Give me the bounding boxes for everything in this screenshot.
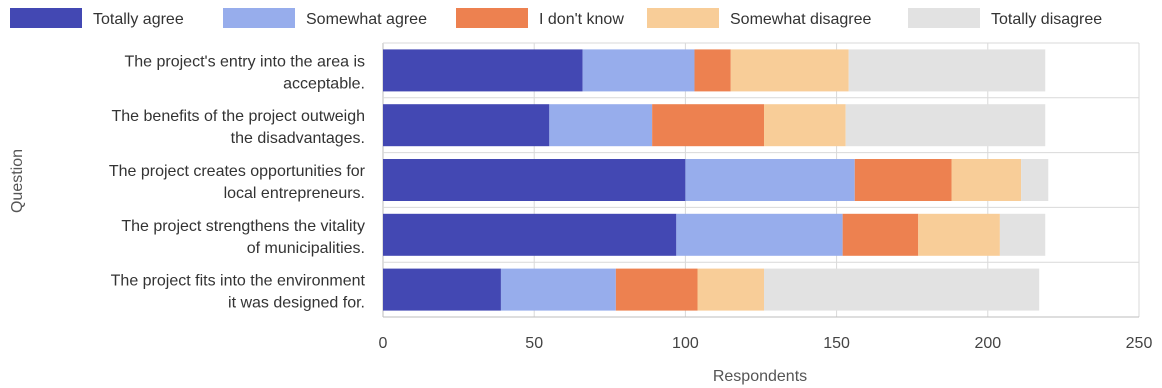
bar-q4-s2 bbox=[615, 268, 698, 311]
bar-q1-s2 bbox=[652, 104, 765, 147]
bar-q4-s4 bbox=[764, 268, 1040, 311]
bar-q0-s4 bbox=[848, 49, 1046, 92]
bar-q1-s3 bbox=[764, 104, 846, 147]
x-axis-ticks: 0 50 100 150 200 250 bbox=[379, 335, 1153, 352]
legend-swatch-1 bbox=[223, 8, 295, 28]
bar-q2-s4 bbox=[1021, 159, 1049, 201]
legend-swatch-3 bbox=[647, 8, 719, 28]
bar-q3-s2 bbox=[842, 213, 919, 256]
legend-label-1: Somewhat agree bbox=[306, 11, 427, 28]
bar-q0-s0 bbox=[383, 49, 583, 92]
question-label-0-line-0: The project's entry into the area is bbox=[124, 53, 365, 70]
bar-q1-s4 bbox=[845, 104, 1046, 147]
bar-q4-s1 bbox=[500, 268, 616, 311]
question-label-0-line-1: acceptable. bbox=[283, 75, 365, 92]
legend-label-2: I don't know bbox=[539, 11, 624, 28]
legend-label-0: Totally agree bbox=[93, 11, 184, 28]
question-label-1-line-0: The benefits of the project outweigh bbox=[112, 108, 366, 125]
bar-q0-s1 bbox=[582, 49, 695, 92]
question-label-3-line-0: The project strengthens the vitality bbox=[121, 218, 365, 235]
x-tick-100: 100 bbox=[672, 335, 699, 352]
bar-q1-s0 bbox=[383, 104, 550, 147]
question-label-4-line-0: The project fits into the environment bbox=[111, 273, 366, 290]
x-tick-50: 50 bbox=[525, 335, 543, 352]
x-tick-0: 0 bbox=[379, 335, 388, 352]
bar-q3-s3 bbox=[918, 213, 1000, 256]
bar-q2-s3 bbox=[951, 159, 1022, 201]
legend-swatch-0 bbox=[10, 8, 82, 28]
bar-q1-s1 bbox=[549, 104, 653, 147]
bar-q0-s2 bbox=[694, 49, 731, 92]
x-tick-200: 200 bbox=[974, 335, 1001, 352]
question-labels: The project's entry into the area is acce… bbox=[109, 53, 366, 311]
legend-label-3: Somewhat disagree bbox=[730, 11, 872, 28]
x-axis-title: Respondents bbox=[713, 368, 807, 385]
question-label-1-line-1: the disadvantages. bbox=[231, 130, 365, 147]
bar-q2-s0 bbox=[383, 159, 686, 201]
question-label-2-line-1: local entrepreneurs. bbox=[224, 185, 365, 202]
bar-q2-s1 bbox=[685, 159, 855, 201]
bar-q3-s1 bbox=[676, 213, 843, 256]
question-label-3-line-1: of municipalities. bbox=[247, 240, 365, 257]
bar-q2-s2 bbox=[854, 159, 952, 201]
bar-q3-s0 bbox=[383, 213, 677, 256]
x-tick-250: 250 bbox=[1126, 335, 1153, 352]
bar-q0-s3 bbox=[730, 49, 849, 92]
y-axis-title: Question bbox=[9, 149, 26, 213]
bars bbox=[383, 49, 1049, 311]
question-label-2-line-0: The project creates opportunities for bbox=[109, 163, 366, 180]
bar-q4-s0 bbox=[383, 268, 501, 311]
legend-label-4: Totally disagree bbox=[991, 11, 1102, 28]
legend: Totally agree Somewhat agree I don't know S… bbox=[10, 8, 1102, 28]
legend-swatch-2 bbox=[456, 8, 528, 28]
bar-q4-s3 bbox=[697, 268, 765, 311]
x-tick-150: 150 bbox=[823, 335, 850, 352]
question-label-4-line-1: it was designed for. bbox=[228, 295, 365, 312]
legend-swatch-4 bbox=[908, 8, 980, 28]
bar-q3-s4 bbox=[999, 213, 1046, 256]
